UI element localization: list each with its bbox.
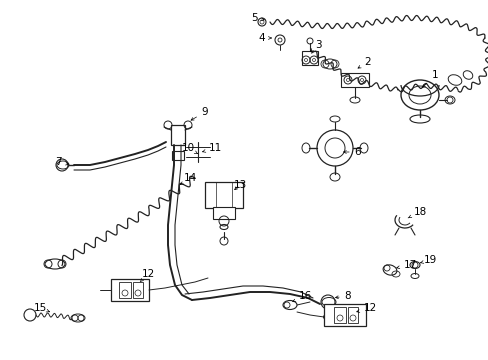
- Bar: [213, 207, 235, 219]
- Bar: [340, 73, 368, 87]
- Text: 1: 1: [422, 70, 437, 87]
- Text: 12: 12: [140, 269, 154, 282]
- Text: 5: 5: [251, 13, 264, 23]
- Text: 8: 8: [335, 291, 350, 301]
- Text: 11: 11: [202, 143, 221, 153]
- Text: 3: 3: [310, 40, 321, 51]
- Text: 9: 9: [191, 107, 208, 120]
- Text: 19: 19: [420, 255, 436, 265]
- Circle shape: [56, 159, 68, 171]
- Bar: [347, 307, 357, 323]
- Text: 7: 7: [55, 157, 68, 167]
- Text: 14: 14: [180, 173, 196, 185]
- Text: 12: 12: [356, 303, 376, 313]
- Text: 2: 2: [357, 57, 370, 68]
- Bar: [302, 51, 317, 65]
- Text: 17: 17: [396, 260, 416, 270]
- Bar: [133, 282, 142, 298]
- Bar: [204, 182, 243, 208]
- Bar: [119, 282, 131, 298]
- Text: 15: 15: [33, 303, 49, 313]
- Bar: [324, 304, 365, 326]
- Text: 13: 13: [233, 180, 246, 190]
- Text: 10: 10: [181, 143, 197, 154]
- Circle shape: [320, 295, 334, 309]
- Text: 6: 6: [343, 147, 361, 157]
- Text: 18: 18: [407, 207, 426, 218]
- Bar: [172, 150, 183, 159]
- Bar: [171, 125, 184, 145]
- Text: 4: 4: [258, 33, 271, 43]
- Text: 16: 16: [292, 291, 311, 302]
- Bar: [111, 279, 149, 301]
- Bar: [333, 307, 346, 323]
